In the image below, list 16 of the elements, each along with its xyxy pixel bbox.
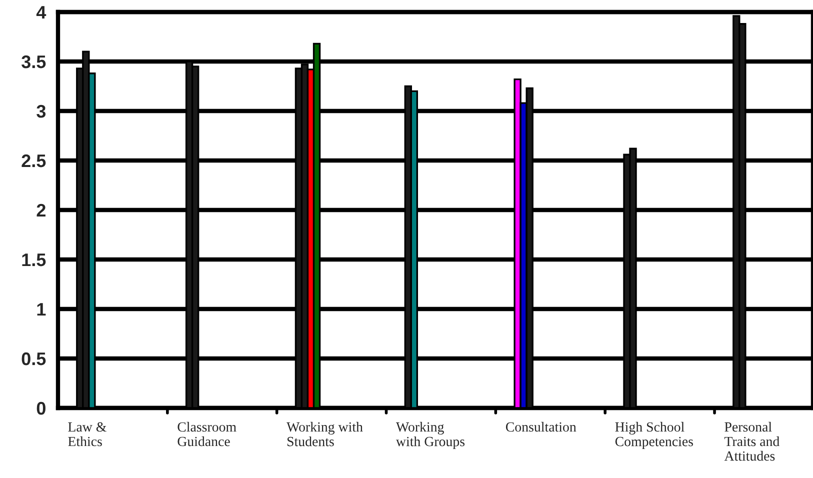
y-tick-label: 0.5 [22, 352, 46, 366]
y-tick-label: 1 [37, 303, 46, 316]
y-tick-label: 0 [36, 402, 46, 415]
y-tick-label: 1.5 [22, 254, 46, 266]
x-tick-label: Classroom Guidance [178, 422, 236, 446]
x-tick-label: High School Competencies [615, 422, 693, 450]
y-tick-label: 3 [36, 104, 46, 118]
x-tick-label: Working with Groups [396, 422, 465, 450]
x-tick-label: Consultation [506, 422, 576, 432]
x-tick-label: Law & Ethics [68, 422, 106, 446]
x-tick-label: Personal Traits and Attitudes [724, 422, 780, 461]
y-tick-label: 4 [36, 6, 46, 19]
y-tick-label: 2.5 [22, 154, 46, 168]
x-tick-label: Working with Students [286, 422, 363, 446]
y-tick-label: 3.5 [22, 55, 46, 68]
y-tick-label: 2 [36, 204, 46, 217]
